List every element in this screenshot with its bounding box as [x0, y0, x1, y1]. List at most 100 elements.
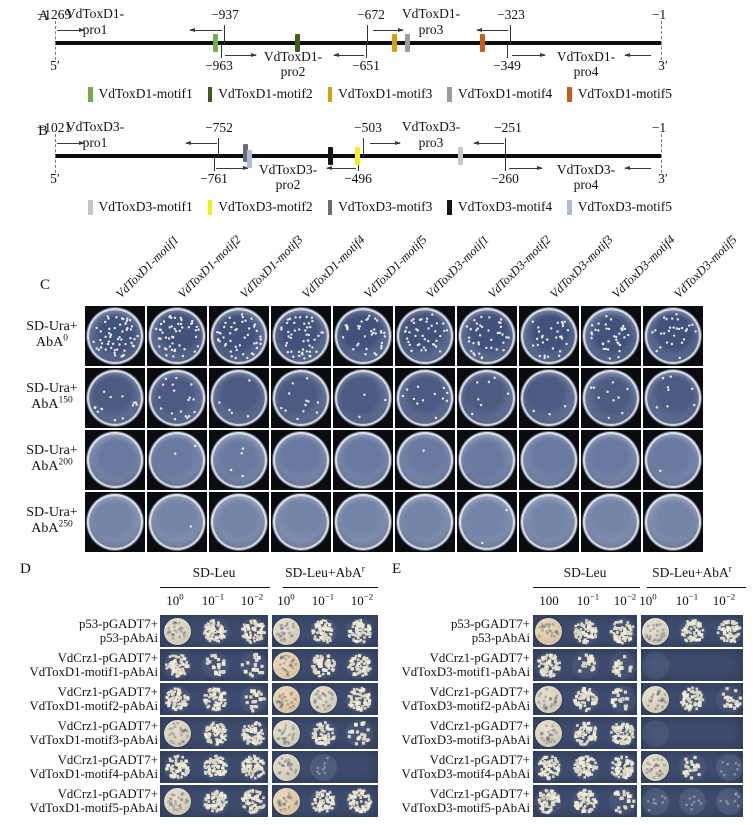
medium-label: AbA0 [36, 333, 68, 350]
colony-dots-bright [622, 699, 623, 700]
colony-spot [571, 685, 599, 713]
region-arrow [624, 165, 651, 170]
plate-cell [581, 306, 641, 366]
colony-dots [549, 336, 550, 337]
header-underline [283, 587, 378, 588]
motif-color-chip [327, 86, 333, 102]
strain-label-line1: p53-pGADT7+ [78, 617, 158, 631]
colony-spot [309, 787, 337, 815]
colony-dots-bright [729, 699, 730, 700]
plate-cell [643, 492, 703, 552]
petri-plate [211, 370, 267, 426]
column-header: VdToxD3-motif4 [609, 232, 678, 301]
plate-cell [147, 368, 207, 428]
legend-item: VdToxD1-motif2 [207, 86, 313, 102]
colony-spot [534, 719, 562, 747]
panel-b-promoter-map: B −1021 −752 −503 −251 −1 5′ −761 −496 −260 3′ VdT… [0, 113, 755, 225]
plate-cell [271, 306, 331, 366]
colony-spot [715, 617, 743, 645]
colony-spot [201, 651, 229, 679]
region-arrow [225, 52, 257, 57]
plate-cell [209, 430, 269, 490]
region-arrow [216, 165, 249, 170]
colony-spot [571, 719, 599, 747]
colony-spot [608, 617, 636, 645]
petri-plate [87, 432, 143, 488]
petri-plate [583, 432, 639, 488]
assay-photo-strip [272, 751, 378, 783]
strain-label-line1: VdCrz1-pGADT7+ [57, 651, 158, 665]
legend-label: VdToxD1-motif5 [577, 86, 672, 101]
strain-label-line1: VdCrz1-pGADT7+ [429, 685, 530, 699]
position-label: −963 [205, 58, 233, 73]
left-arrowhead-icon [333, 52, 339, 57]
petri-plate [211, 308, 267, 364]
panel-a-promoter-map: A −1269 −937 −672 −323 −1 5′ −963 −651 −349 3′ VdT… [0, 0, 755, 112]
position-label: −260 [491, 171, 519, 186]
left-arrowhead-icon [473, 140, 479, 145]
petri-plate [149, 308, 205, 364]
legend-item: VdToxD1-motif3 [327, 86, 432, 102]
panel-e-spot-assay: E SD-Leu SD-Leu+AbAr 100 10−1 10−2 100 10−1 10−… [0, 555, 755, 825]
colony-spot [641, 685, 669, 713]
promoter-name-line2: pro2 [280, 64, 306, 79]
plate-cell [147, 492, 207, 552]
colony-spot [345, 651, 373, 679]
motif-tick [213, 34, 218, 52]
petri-plate [521, 432, 577, 488]
right-arrowhead-icon [540, 52, 546, 57]
colony-spot [201, 685, 229, 713]
colony-dots [425, 460, 426, 461]
panel-d-spot-assay: D SD-Leu SD-Leu+AbAr 100 10−1 10−2 100 10−1 10−… [0, 555, 755, 825]
region-arrow [624, 52, 651, 57]
colony-spot [534, 787, 562, 815]
plate-cell [209, 306, 269, 366]
petri-plate [459, 432, 515, 488]
colony-spot [641, 617, 669, 645]
motif-tick [458, 147, 463, 165]
panel-a-label: A [38, 8, 49, 24]
dilution-value-sup: −1 [324, 591, 335, 602]
position-label: 3′ [658, 58, 668, 73]
position-connector-line [507, 44, 508, 58]
assay-photo-strip [533, 785, 637, 817]
motif-tick [355, 147, 360, 165]
petri-plate [397, 370, 453, 426]
assay-photo-strip [641, 615, 743, 647]
colony-spot [608, 719, 636, 747]
row-label-line1: SD-Ura+ [26, 319, 78, 334]
legend-label: VdToxD1-motif4 [457, 86, 553, 101]
position-label: −672 [357, 7, 385, 22]
assay-photo-strip [272, 649, 378, 681]
row-label-line1: SD-Ura+ [26, 381, 78, 396]
colony-dots [673, 460, 674, 461]
plate-cell [581, 492, 641, 552]
colony-dots [239, 336, 240, 337]
dilution-value-sup: −2 [253, 591, 264, 602]
dilution-label: 10−2 [614, 592, 636, 609]
plate-cell [643, 368, 703, 428]
petri-plate [397, 494, 453, 550]
strain-label-line1: VdCrz1-pGADT7+ [57, 685, 158, 699]
position-connector-line [366, 44, 367, 58]
media-name: SD-Leu+AbAr [285, 563, 365, 580]
petri-plate [583, 370, 639, 426]
colony-dots-bright [585, 801, 586, 802]
plate-cell [581, 430, 641, 490]
colony-texture [655, 631, 656, 632]
plate-cell [395, 492, 455, 552]
row-label-line2: AbA0 [14, 333, 90, 351]
petri-plate [87, 308, 143, 364]
region-arrow [370, 140, 401, 145]
faint-colony-dots [729, 767, 730, 768]
colony-spot [715, 753, 743, 781]
position-label: −651 [352, 58, 380, 73]
position-label: 5′ [50, 171, 60, 186]
legend-item: VdToxD3-motif4 [447, 199, 552, 215]
position-connector-line [55, 134, 56, 173]
colony-dots-bright [692, 631, 693, 632]
left-arrowhead-icon [476, 27, 482, 32]
medium-label: AbA150 [31, 395, 73, 412]
petri-plate [273, 308, 329, 364]
petri-plate [149, 494, 205, 550]
